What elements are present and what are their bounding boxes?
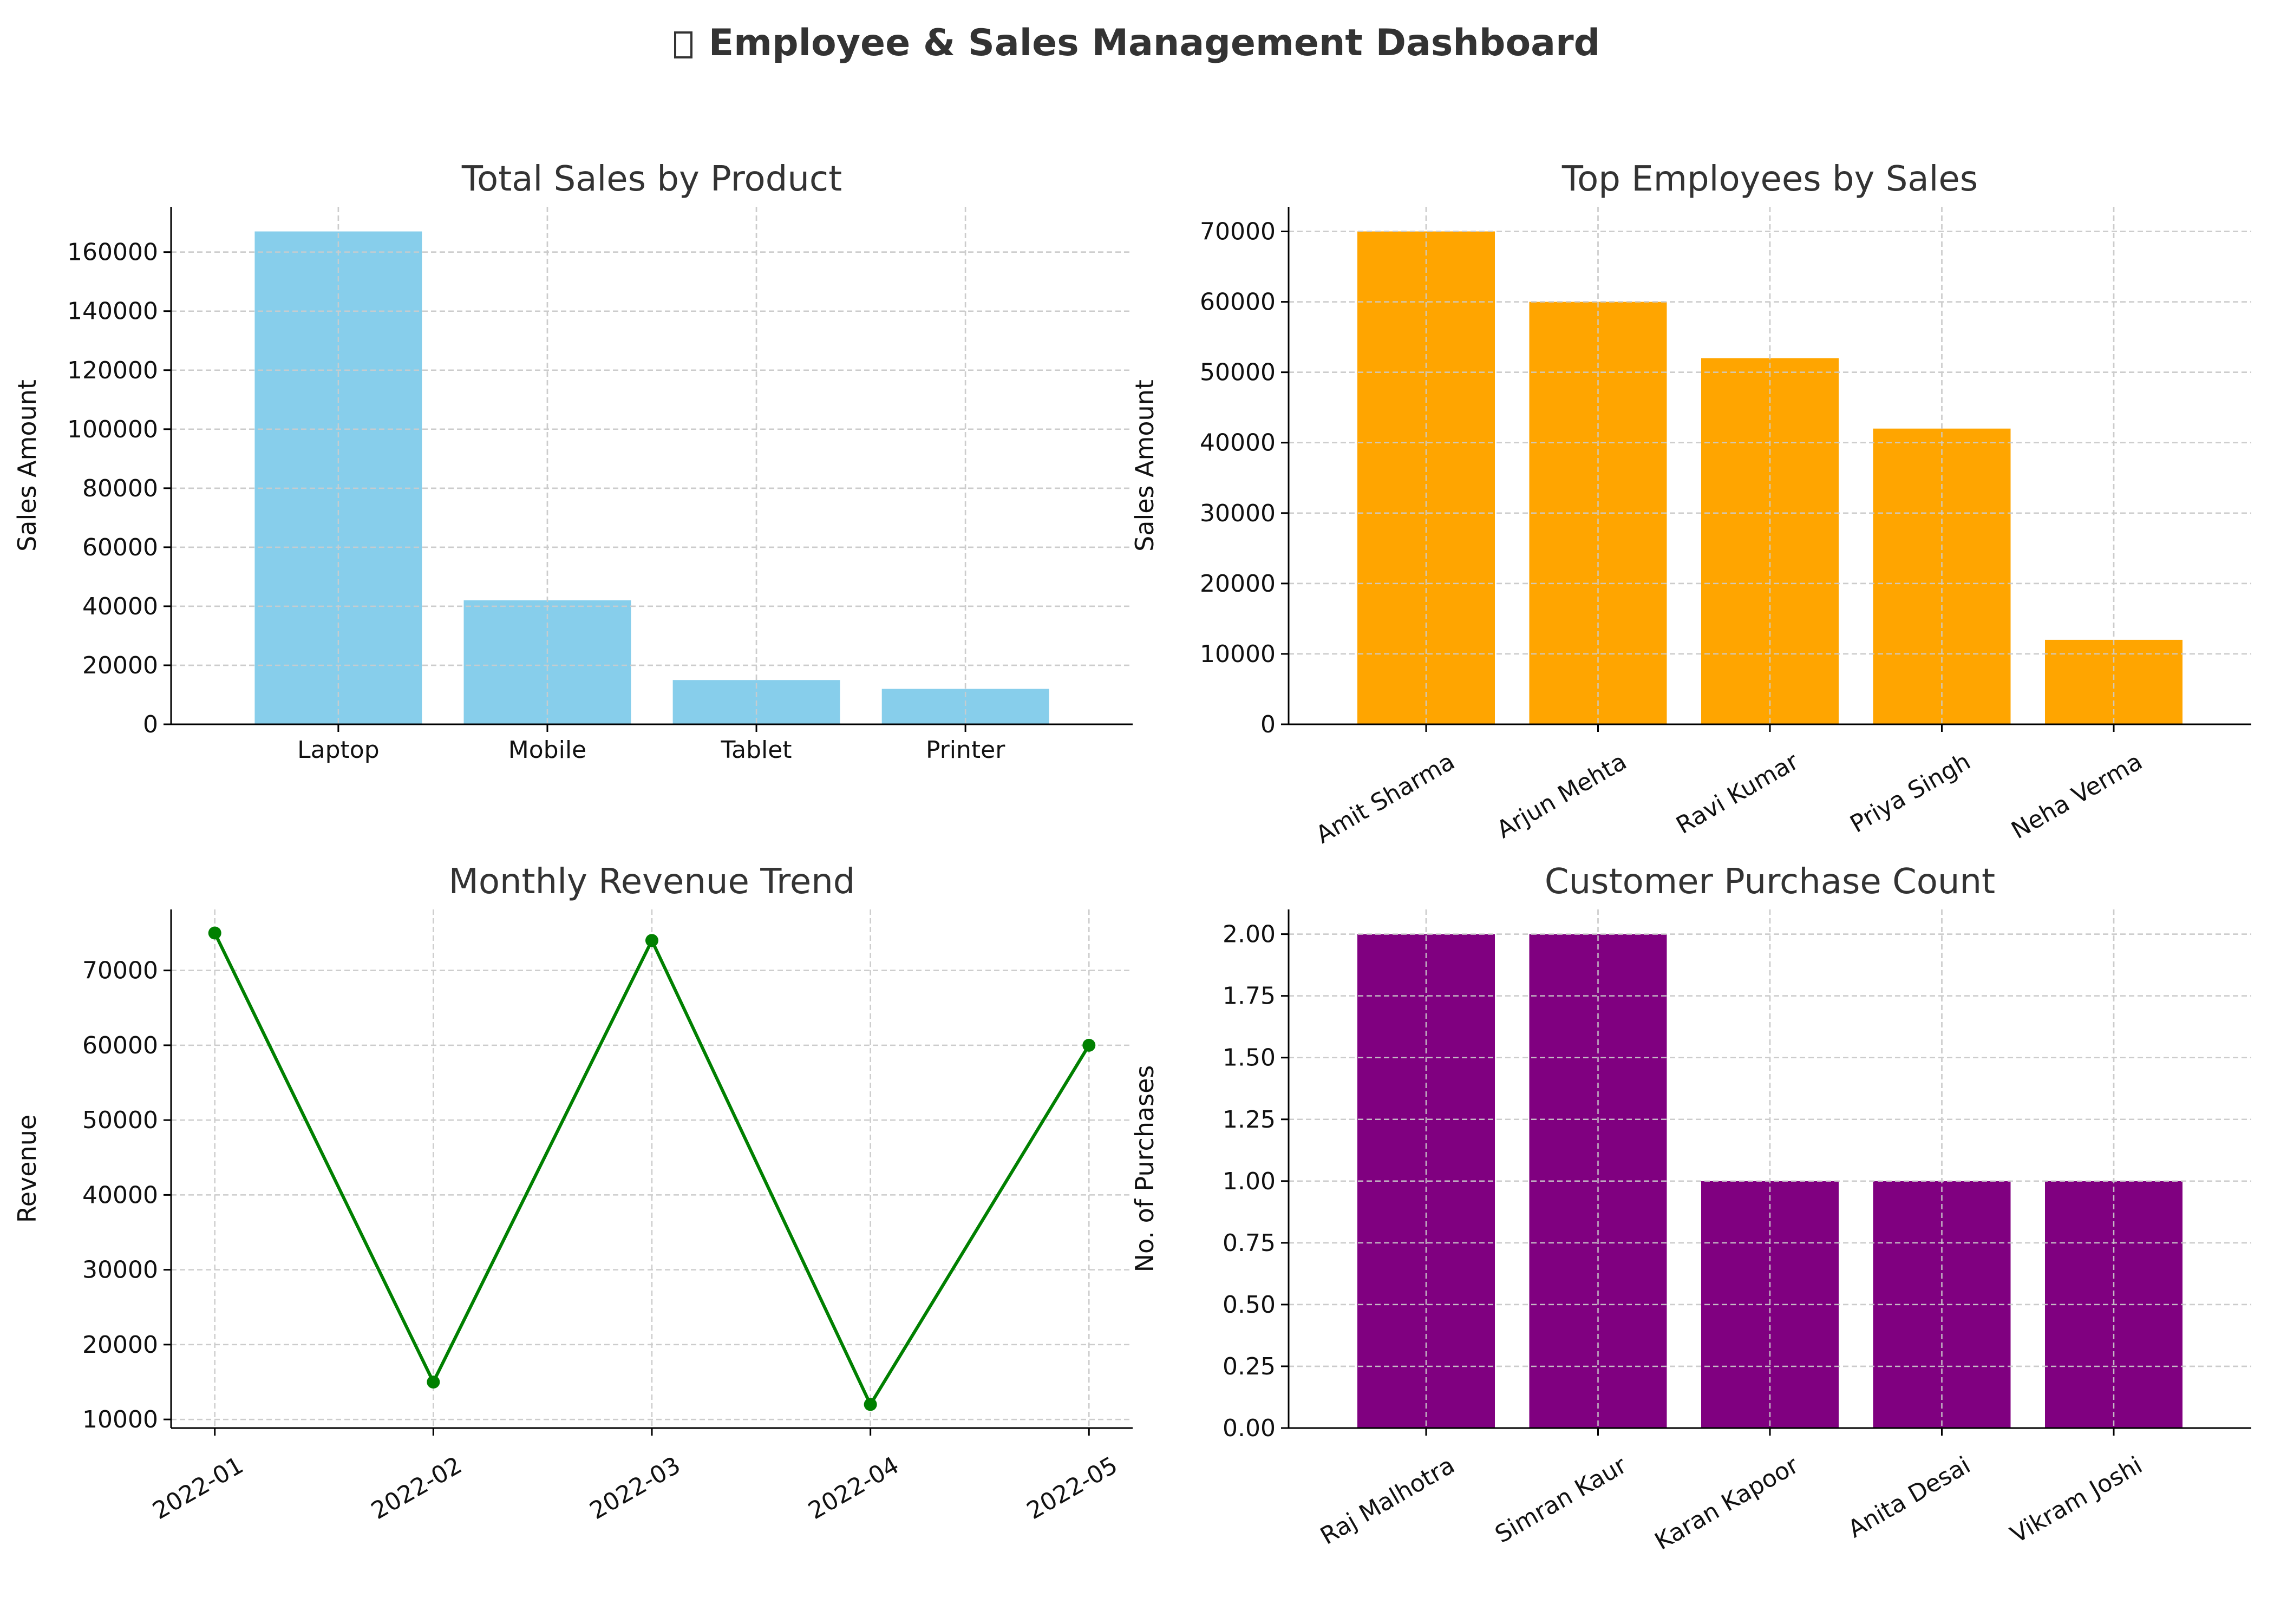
x-tick-label: 2022-04 bbox=[803, 1451, 904, 1525]
dashboard-title: Employee & Sales Management Dashboard bbox=[0, 22, 2274, 64]
y-tick-label: 1.50 bbox=[1223, 1044, 1276, 1072]
y-tick-label: 60000 bbox=[82, 1032, 158, 1059]
x-tick-label: Simran Kaur bbox=[1491, 1451, 1632, 1549]
x-tick-label: Printer bbox=[926, 736, 1005, 764]
x-tick-label: 2022-05 bbox=[1022, 1451, 1122, 1525]
x-tick-label: 2022-03 bbox=[585, 1451, 685, 1525]
customer-purchases-chart: 0.00 0.25 0.50 0.75 1.00 1.25 1.50 1.75 2.00 Raj … bbox=[1130, 862, 2251, 1556]
y-tick-label: 50000 bbox=[1200, 359, 1276, 387]
dashboard-title-text: Employee & Sales Management Dashboard bbox=[708, 22, 1600, 64]
y-tick-label: 1.00 bbox=[1223, 1168, 1276, 1195]
y-tick-label: 40000 bbox=[82, 593, 158, 620]
x-tick-label: Mobile bbox=[508, 736, 586, 764]
y-tick-label: 120000 bbox=[67, 357, 158, 384]
y-tick-label: 70000 bbox=[1200, 218, 1276, 246]
y-tick-label: 1.25 bbox=[1223, 1106, 1276, 1134]
y-axis-label: Sales Amount bbox=[12, 379, 42, 552]
bar-priya-singh bbox=[1873, 428, 2011, 724]
point-2022-01 bbox=[208, 926, 221, 940]
y-tick-label: 140000 bbox=[67, 298, 158, 325]
y-axis-label: Sales Amount bbox=[1130, 379, 1159, 552]
y-tick-label: 60000 bbox=[1200, 289, 1276, 316]
y-tick-label: 10000 bbox=[1200, 640, 1276, 668]
chart-title: Monthly Revenue Trend bbox=[449, 862, 855, 902]
chart-emoji-icon bbox=[674, 31, 692, 58]
y-tick-label: 100000 bbox=[67, 416, 158, 443]
x-tick-label: Neha Verma bbox=[2007, 748, 2147, 844]
y-tick-label: 20000 bbox=[82, 652, 158, 679]
y-tick-label: 0.25 bbox=[1223, 1353, 1276, 1380]
x-tick-label: Arjun Mehta bbox=[1492, 748, 1631, 844]
point-2022-03 bbox=[645, 934, 658, 947]
y-tick-label: 0.50 bbox=[1223, 1291, 1276, 1319]
point-2022-05 bbox=[1082, 1038, 1096, 1052]
x-tick-label: Ravi Kumar bbox=[1671, 748, 1803, 840]
sales-by-product-chart: 0 20000 40000 60000 80000 100000 120000 140000 1… bbox=[12, 159, 1133, 764]
y-tick-label: 30000 bbox=[1200, 500, 1276, 527]
chart-title: Total Sales by Product bbox=[461, 159, 842, 199]
y-tick-label: 20000 bbox=[1200, 570, 1276, 598]
y-tick-label: 1.75 bbox=[1223, 983, 1276, 1010]
x-tick-label: Raj Malhotra bbox=[1316, 1451, 1459, 1550]
y-tick-label: 80000 bbox=[82, 475, 158, 502]
y-tick-label: 10000 bbox=[82, 1406, 158, 1433]
x-tick-label: Priya Singh bbox=[1846, 748, 1975, 839]
x-tick-label: 2022-02 bbox=[367, 1451, 467, 1525]
top-employees-chart: 0 10000 20000 30000 40000 50000 60000 70000 Amit… bbox=[1130, 159, 2251, 849]
x-tick-label: Amit Sharma bbox=[1311, 748, 1459, 849]
chart-title: Customer Purchase Count bbox=[1545, 862, 1995, 902]
chart-title: Top Employees by Sales bbox=[1561, 159, 1978, 199]
x-tick-label: 2022-01 bbox=[148, 1451, 249, 1525]
y-tick-label: 40000 bbox=[82, 1181, 158, 1209]
point-2022-02 bbox=[427, 1375, 440, 1389]
monthly-revenue-chart: 10000 20000 30000 40000 50000 60000 70000 2022-… bbox=[12, 862, 1133, 1525]
revenue-line bbox=[213, 932, 1090, 1408]
y-tick-label: 2.00 bbox=[1223, 921, 1276, 948]
y-tick-label: 70000 bbox=[82, 957, 158, 985]
x-tick-label: Anita Desai bbox=[1844, 1451, 1975, 1543]
point-2022-04 bbox=[864, 1398, 877, 1411]
y-tick-label: 160000 bbox=[67, 239, 158, 266]
y-tick-label: 20000 bbox=[82, 1331, 158, 1359]
y-tick-label: 40000 bbox=[1200, 429, 1276, 457]
y-tick-label: 0.75 bbox=[1223, 1229, 1276, 1257]
y-tick-label: 0 bbox=[1260, 711, 1276, 738]
y-tick-label: 60000 bbox=[82, 534, 158, 561]
x-tick-label: Karan Kapoor bbox=[1650, 1451, 1803, 1556]
y-tick-label: 30000 bbox=[82, 1256, 158, 1284]
x-tick-label: Vikram Joshi bbox=[2006, 1451, 2147, 1549]
x-tick-label: Laptop bbox=[297, 736, 380, 764]
y-tick-label: 0 bbox=[143, 711, 158, 738]
grid-lines bbox=[171, 909, 1133, 1428]
y-axis-label: No. of Purchases bbox=[1130, 1065, 1159, 1273]
y-axis-label: Revenue bbox=[12, 1115, 42, 1223]
x-tick-label: Tablet bbox=[721, 736, 792, 764]
y-tick-label: 50000 bbox=[82, 1106, 158, 1134]
y-tick-label: 0.00 bbox=[1223, 1415, 1276, 1442]
